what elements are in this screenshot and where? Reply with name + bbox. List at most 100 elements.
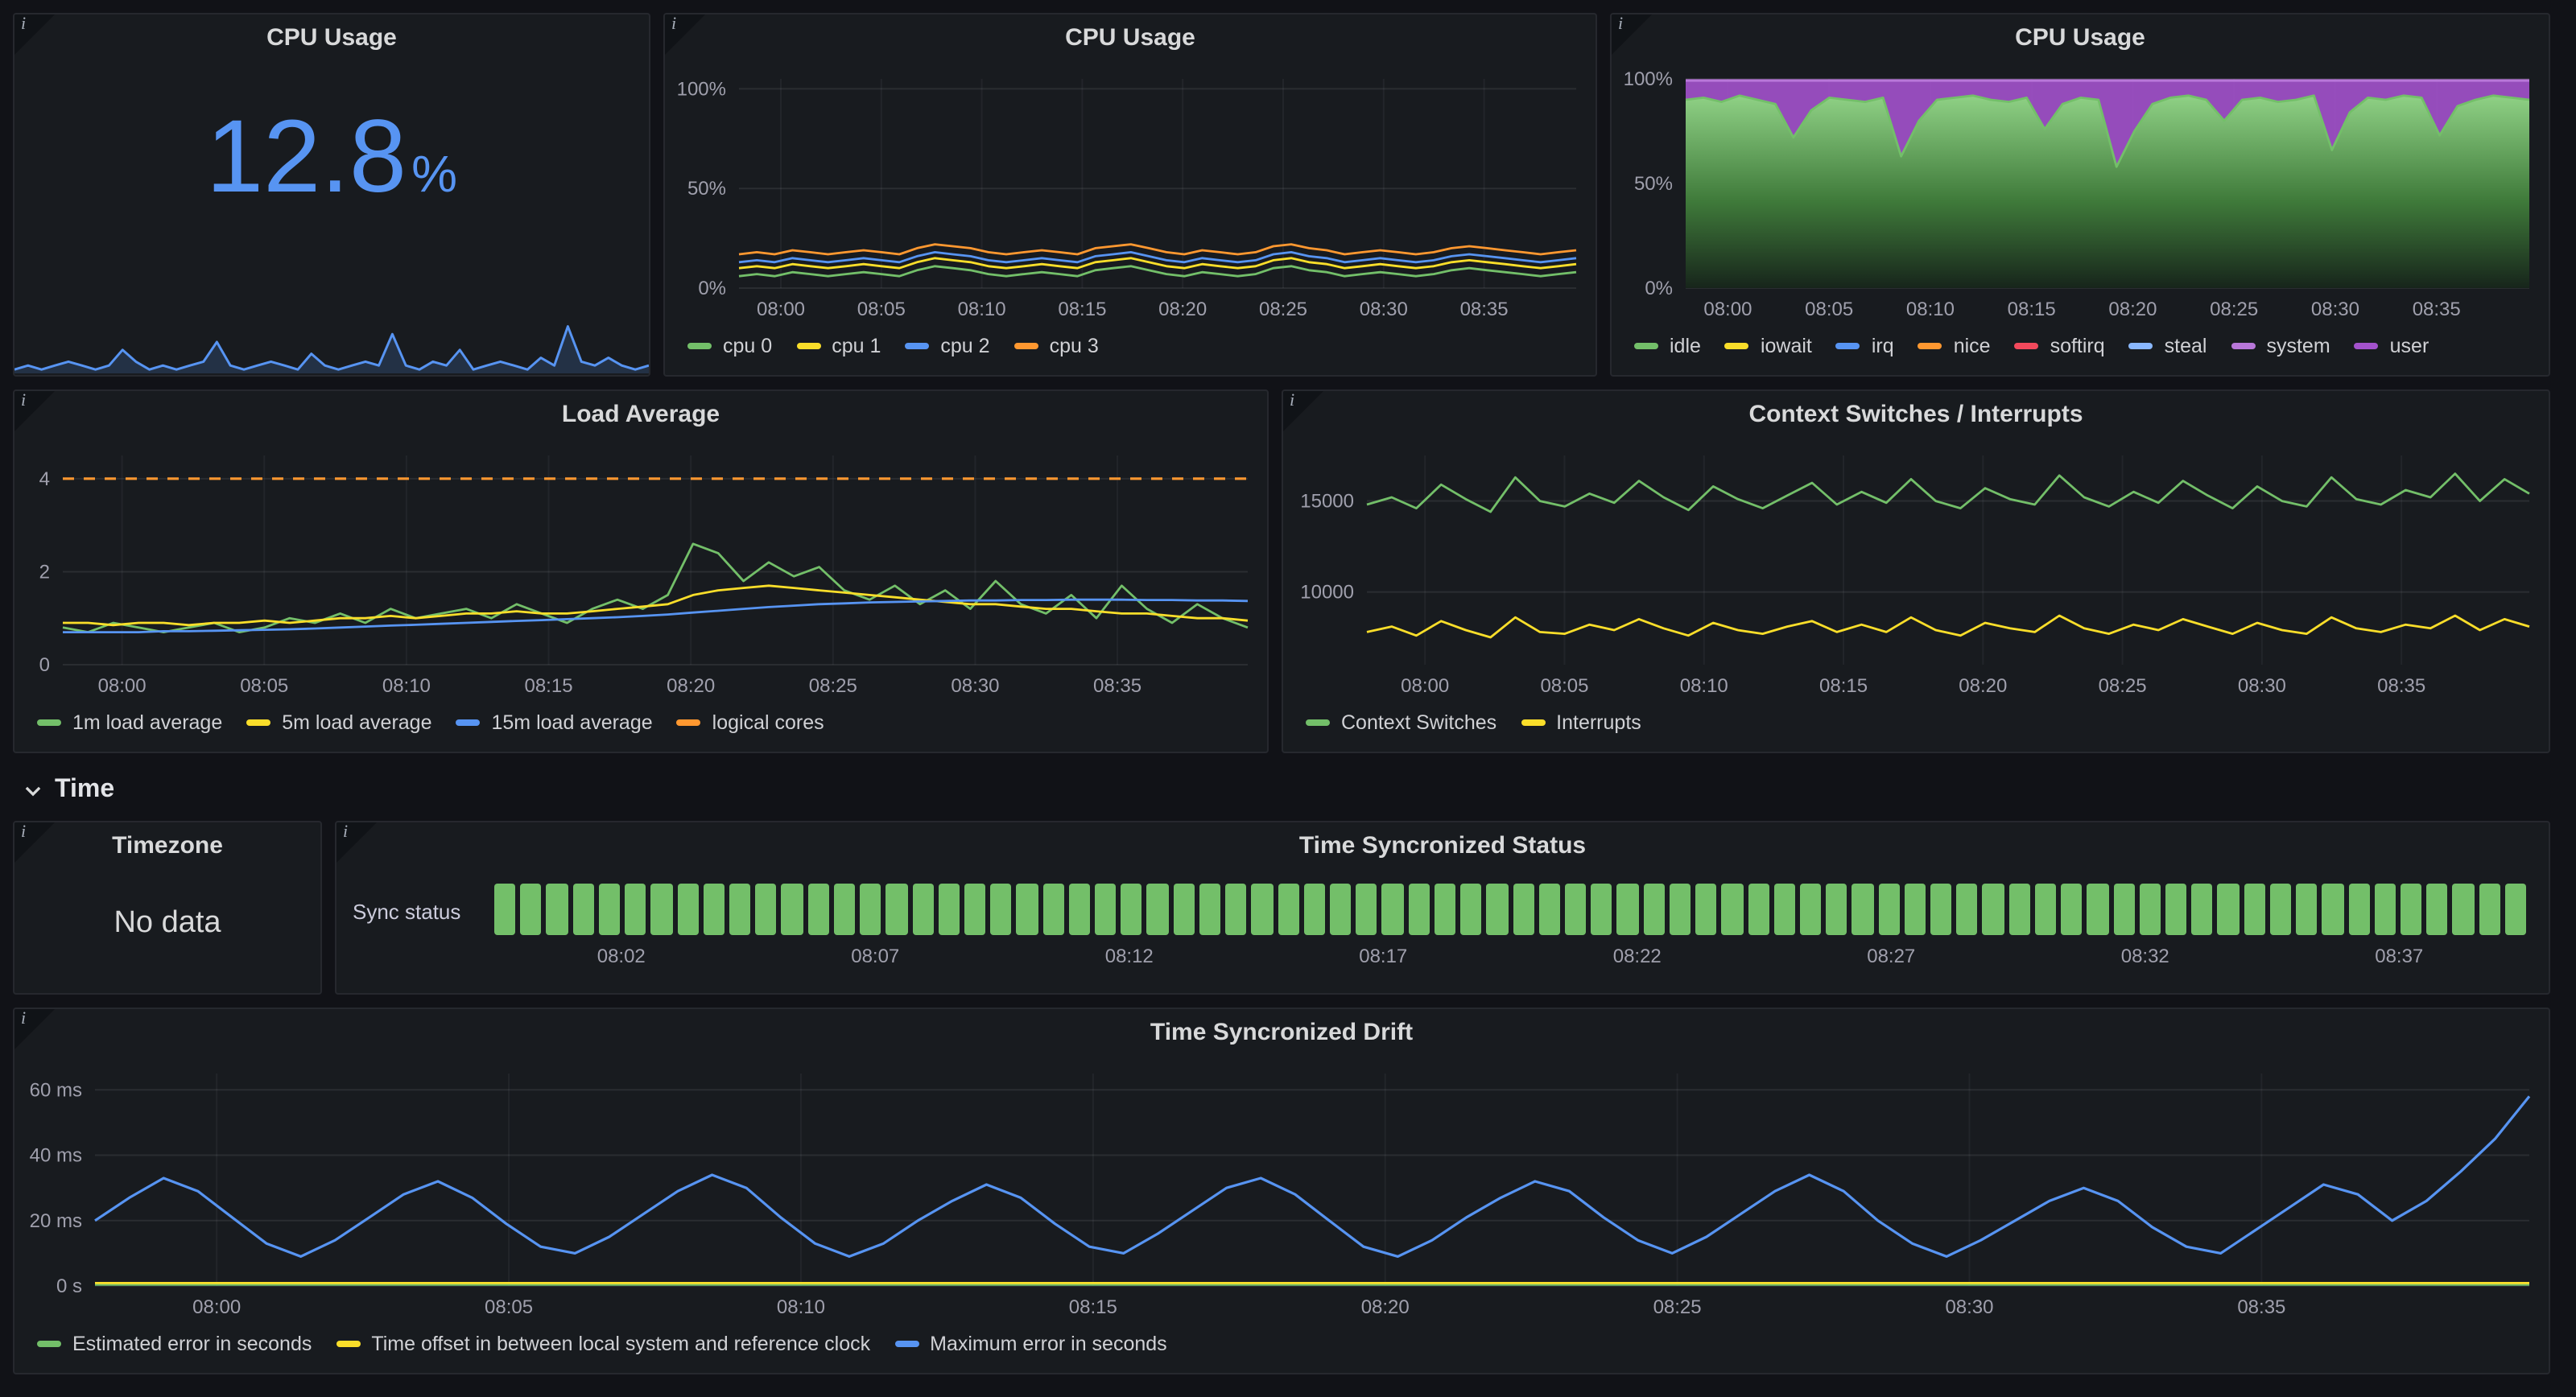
status-bar[interactable]	[1434, 884, 1456, 935]
legend-item[interactable]: cpu 2	[905, 335, 990, 357]
status-bar[interactable]	[2087, 884, 2109, 935]
status-bar[interactable]	[2479, 884, 2500, 935]
status-bar[interactable]	[650, 884, 673, 935]
status-bar[interactable]	[625, 884, 646, 935]
legend-item[interactable]: Interrupts	[1521, 711, 1641, 734]
status-bar[interactable]	[1460, 884, 1482, 935]
status-bar[interactable]	[1695, 884, 1717, 935]
status-bar[interactable]	[833, 884, 856, 935]
legend-item[interactable]: steal	[2128, 335, 2207, 357]
status-bar[interactable]	[1721, 884, 1743, 935]
status-bar[interactable]	[546, 884, 568, 935]
status-bar[interactable]	[1486, 884, 1509, 935]
cpu-stacked-chart[interactable]: 0% 50% 100% 08:00 08:05 08:10 08:15 08:20 08:25 0…	[1612, 63, 2549, 327]
status-bar[interactable]	[1356, 884, 1377, 935]
status-bar[interactable]	[2008, 884, 2030, 935]
status-bar[interactable]	[1904, 884, 1926, 935]
status-bar[interactable]	[1408, 884, 1430, 935]
load-average-chart[interactable]: 0 2 4 08:00 08:05 08:10 08:15 08:20 08:25 08:30 08…	[14, 439, 1267, 703]
legend-item[interactable]: Estimated error in seconds	[37, 1333, 312, 1355]
status-bar[interactable]	[2296, 884, 2318, 935]
sync-status-chart[interactable]: 08:02 08:07 08:12 08:17 08:22 08:27 08:32 08:37	[494, 871, 2527, 993]
legend-item[interactable]: idle	[1634, 335, 1701, 357]
status-bar[interactable]	[990, 884, 1012, 935]
legend-item[interactable]: softirq	[2014, 335, 2105, 357]
status-bar[interactable]	[2452, 884, 2475, 935]
status-bar[interactable]	[2061, 884, 2083, 935]
status-bar[interactable]	[1878, 884, 1900, 935]
legend-item[interactable]: Maximum error in seconds	[894, 1333, 1167, 1355]
status-bar[interactable]	[2165, 884, 2187, 935]
status-bar[interactable]	[1564, 884, 1587, 935]
status-bar[interactable]	[1669, 884, 1691, 935]
status-bar[interactable]	[520, 884, 542, 935]
legend-item[interactable]: cpu 0	[687, 335, 772, 357]
legend-item[interactable]: 15m load average	[456, 711, 653, 734]
panel-info-icon[interactable]: i	[14, 391, 55, 431]
status-bar[interactable]	[729, 884, 751, 935]
status-bar[interactable]	[2322, 884, 2344, 935]
panel-info-icon[interactable]: i	[14, 1009, 55, 1049]
status-bar[interactable]	[1956, 884, 1978, 935]
status-bar[interactable]	[1199, 884, 1221, 935]
status-bar[interactable]	[2374, 884, 2396, 935]
status-bar[interactable]	[2269, 884, 2292, 935]
legend-item[interactable]: cpu 1	[796, 335, 881, 357]
status-bar[interactable]	[1643, 884, 1665, 935]
status-bars[interactable]	[494, 884, 2527, 935]
status-bar[interactable]	[2244, 884, 2265, 935]
panel-info-icon[interactable]: i	[336, 822, 377, 863]
status-bar[interactable]	[1538, 884, 1560, 935]
status-bar[interactable]	[938, 884, 960, 935]
status-bar[interactable]	[598, 884, 621, 935]
status-bar[interactable]	[1381, 884, 1404, 935]
status-bar[interactable]	[1826, 884, 1847, 935]
status-bar[interactable]	[1591, 884, 1612, 935]
status-bar[interactable]	[703, 884, 724, 935]
cpu-per-core-chart[interactable]: 0% 50% 100% 08:00 08:05 08:10 08:15 08:20 08:25 0…	[665, 63, 1596, 327]
status-bar[interactable]	[964, 884, 986, 935]
status-bar[interactable]	[1330, 884, 1352, 935]
status-bar[interactable]	[1513, 884, 1534, 935]
status-bar[interactable]	[2034, 884, 2057, 935]
panel-info-icon[interactable]: i	[14, 822, 55, 863]
status-bar[interactable]	[2191, 884, 2213, 935]
status-bar[interactable]	[1095, 884, 1117, 935]
status-bar[interactable]	[572, 884, 594, 935]
panel-info-icon[interactable]: i	[1612, 14, 1652, 55]
status-bar[interactable]	[2348, 884, 2370, 935]
status-bar[interactable]	[860, 884, 881, 935]
legend-item[interactable]: Context Switches	[1306, 711, 1496, 734]
status-bar[interactable]	[677, 884, 699, 935]
status-bar[interactable]	[2504, 884, 2527, 935]
status-bar[interactable]	[1068, 884, 1091, 935]
legend-item[interactable]: iowait	[1724, 335, 1812, 357]
panel-info-icon[interactable]: i	[665, 14, 705, 55]
status-bar[interactable]	[912, 884, 934, 935]
legend-item[interactable]: 1m load average	[37, 711, 222, 734]
status-bar[interactable]	[1930, 884, 1952, 935]
status-bar[interactable]	[1278, 884, 1299, 935]
status-bar[interactable]	[2113, 884, 2135, 935]
status-bar[interactable]	[1773, 884, 1795, 935]
status-bar[interactable]	[1121, 884, 1142, 935]
status-bar[interactable]	[1042, 884, 1064, 935]
legend-item[interactable]: user	[2354, 335, 2429, 357]
status-bar[interactable]	[2400, 884, 2422, 935]
legend-item[interactable]: irq	[1835, 335, 1894, 357]
legend-item[interactable]: system	[2231, 335, 2330, 357]
status-bar[interactable]	[1852, 884, 1874, 935]
status-bar[interactable]	[755, 884, 777, 935]
panel-info-icon[interactable]: i	[1283, 391, 1323, 431]
status-bar[interactable]	[1303, 884, 1325, 935]
status-bar[interactable]	[2426, 884, 2448, 935]
status-bar[interactable]	[1225, 884, 1247, 935]
context-switches-chart[interactable]: 10000 15000 08:00 08:05 08:10 08:15 08:20 08:25…	[1283, 439, 2549, 703]
status-bar[interactable]	[1251, 884, 1274, 935]
status-bar[interactable]	[1146, 884, 1169, 935]
status-bar[interactable]	[2217, 884, 2240, 935]
status-bar[interactable]	[1616, 884, 1639, 935]
status-bar[interactable]	[807, 884, 829, 935]
drift-chart[interactable]: 0 s 20 ms 40 ms 60 ms 08:00 08:05 08:10 08:15 08…	[14, 1057, 2549, 1325]
status-bar[interactable]	[494, 884, 516, 935]
